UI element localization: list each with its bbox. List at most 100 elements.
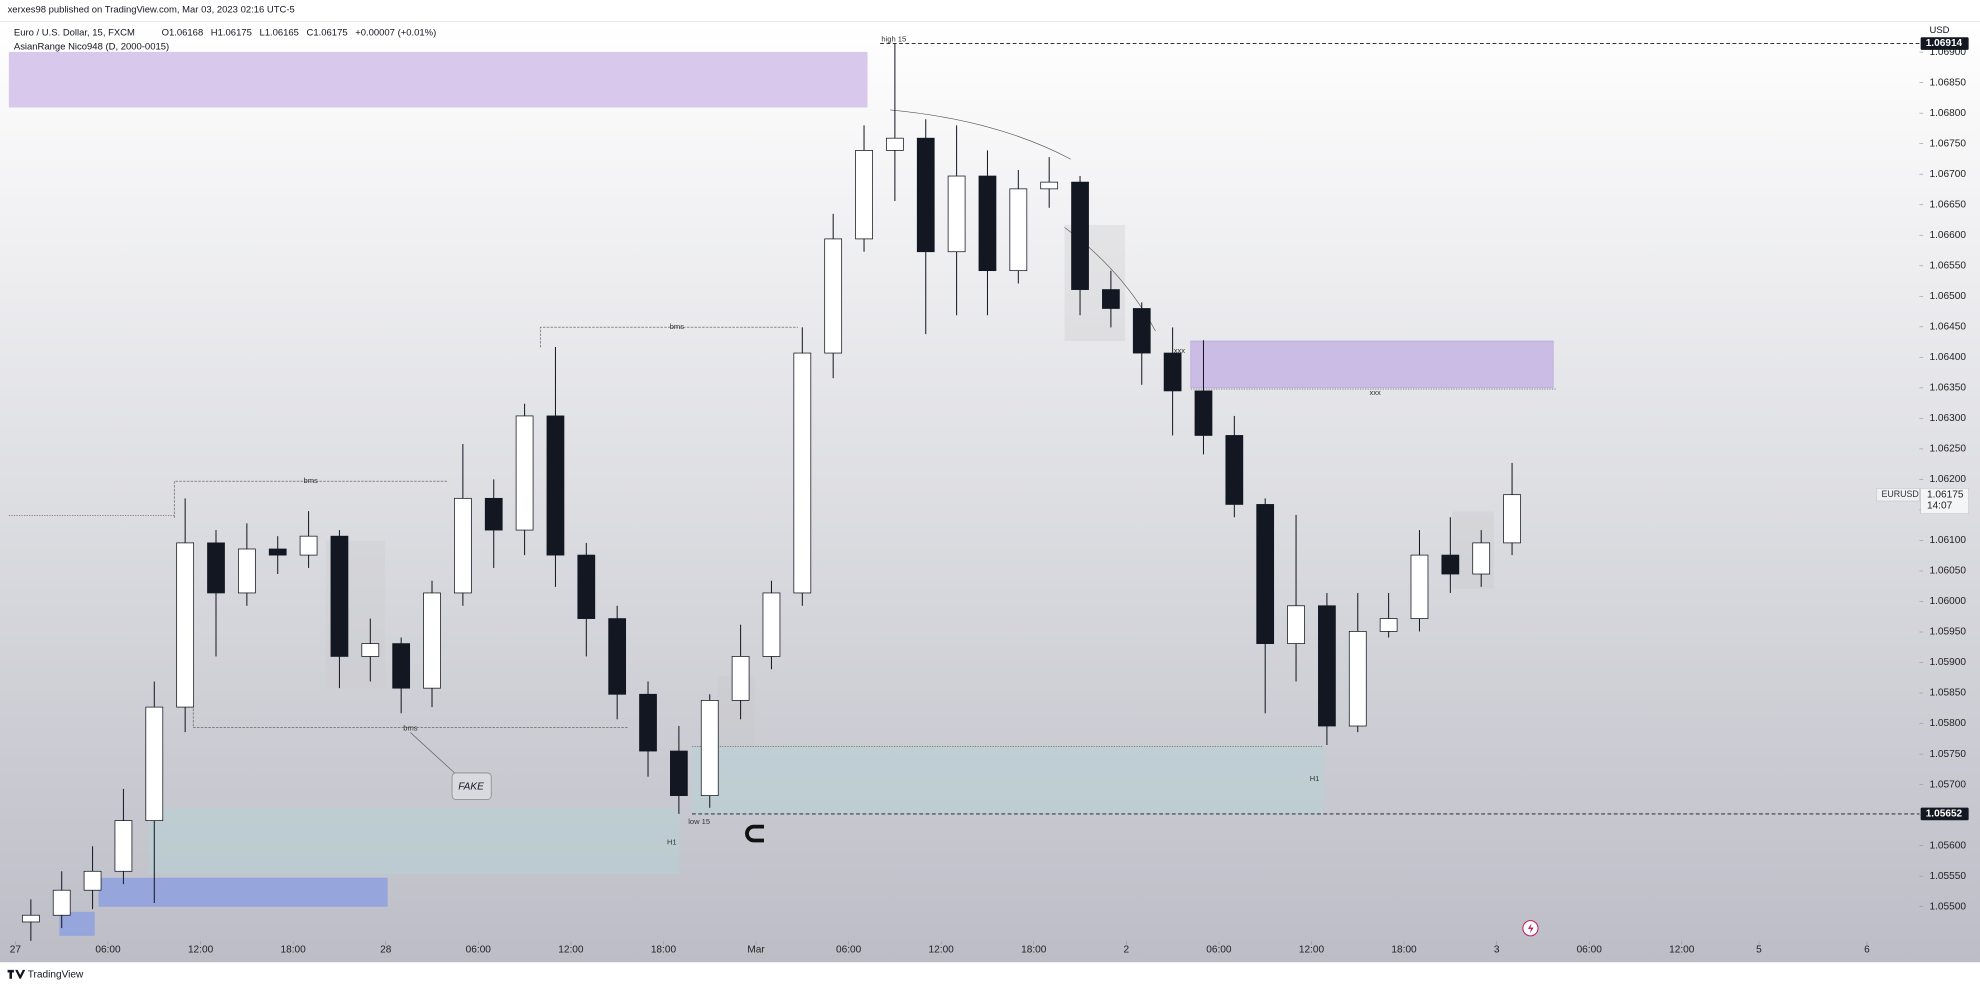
candle-body: [639, 693, 657, 752]
candle-body: [1503, 494, 1521, 544]
y-tick-label: 1.05850: [1929, 688, 1966, 699]
callout-line: [410, 732, 455, 774]
y-tick-label: 1.06450: [1929, 321, 1966, 332]
candle-body: [1102, 289, 1120, 309]
x-tick-label: 3: [1494, 944, 1500, 955]
ohlc-value: +0.00007 (+0.01%): [355, 27, 436, 38]
price-label: 1.05652: [1926, 809, 1963, 820]
candle-body: [176, 542, 195, 708]
y-tick-label: 1.05500: [1929, 901, 1966, 912]
price-label-box: [1920, 807, 1969, 821]
ohlc-value: L1.06165: [259, 27, 299, 38]
bms-line: [540, 326, 799, 348]
footer-background: [0, 962, 1980, 989]
trend-arc: [890, 109, 1071, 160]
candle-body: [608, 618, 627, 695]
x-tick-label: 18:00: [1021, 944, 1047, 955]
chart-title: Euro / U.S. Dollar, 15, FXCM: [14, 27, 135, 38]
price-label: 1.06914: [1926, 38, 1963, 49]
y-tick-label: 1.05750: [1929, 749, 1966, 760]
y-tick-label: 1.06350: [1929, 383, 1966, 394]
candle-body: [855, 150, 873, 240]
footer: TradingView: [28, 970, 84, 981]
candle-body: [670, 750, 688, 796]
x-tick-label: 06:00: [95, 944, 121, 955]
x-tick-label: 06:00: [1577, 944, 1603, 955]
annotation: bms: [303, 476, 318, 485]
y-tick-label: 1.06500: [1929, 291, 1966, 302]
candle-body: [21, 914, 40, 923]
x-tick-label: 12:00: [1669, 944, 1695, 955]
fake-box: [451, 772, 492, 800]
ohlc-value: C1.06175: [307, 27, 348, 38]
demand-zone: [691, 746, 1324, 815]
annotation: bms: [403, 724, 418, 733]
candle-body: [700, 700, 719, 796]
annotation: bms: [670, 322, 685, 331]
annotation: FAKE: [458, 781, 484, 792]
annotation: H1: [1310, 774, 1320, 783]
candle-body: [361, 643, 380, 657]
footer-logo: [7, 969, 26, 979]
candle-body: [515, 415, 534, 531]
y-tick-label: 1.05950: [1929, 627, 1966, 638]
candle-body: [238, 548, 256, 594]
y-tick-label: 1.06250: [1929, 444, 1966, 455]
candle-body: [1318, 605, 1336, 727]
candle-body: [392, 643, 411, 689]
x-tick-label: 18:00: [1391, 944, 1417, 955]
y-tick-label: 1.05900: [1929, 657, 1966, 668]
x-tick-label: 06:00: [466, 944, 492, 955]
candle-body: [947, 175, 966, 253]
last-price: 1.06175: [1927, 489, 1964, 500]
annotation: low 15: [688, 817, 710, 826]
x-tick-label: 06:00: [1206, 944, 1232, 955]
x-tick-label: Mar: [747, 944, 765, 955]
x-tick-label: 28: [380, 944, 392, 955]
candle-body: [484, 497, 503, 531]
candle-body: [1410, 554, 1429, 619]
y-tick-label: 1.05550: [1929, 871, 1966, 882]
y-tick-label: 1.06400: [1929, 352, 1966, 363]
y-tick-label: 1.06300: [1929, 413, 1966, 424]
ohlc-value: H1.06175: [211, 27, 252, 38]
y-tick-label: 1.05600: [1929, 840, 1966, 851]
supply-zone: [1190, 340, 1554, 389]
x-tick-label: 18:00: [281, 944, 307, 955]
candle-body: [762, 592, 781, 657]
x-tick-label: 5: [1756, 944, 1762, 955]
asian-range: [59, 911, 95, 936]
candle-body: [1071, 181, 1089, 290]
x-tick-label: 12:00: [1299, 944, 1325, 955]
candle-body: [1225, 435, 1244, 505]
ohlc-value: O1.06168: [162, 27, 204, 38]
x-tick-label: 12:00: [188, 944, 214, 955]
candle-body: [268, 548, 287, 556]
x-tick-label: 06:00: [836, 944, 862, 955]
asian-range: [98, 877, 388, 907]
y-tick-label: 1.06000: [1929, 596, 1966, 607]
x-tick-label: 12:00: [558, 944, 584, 955]
candle-body: [299, 535, 318, 556]
symbol-box: [1876, 488, 1920, 502]
y-tick-label: 1.06550: [1929, 260, 1966, 271]
candle-body: [1132, 308, 1151, 354]
annotation: high 15: [881, 34, 906, 43]
x-tick-label: 12:00: [929, 944, 955, 955]
candle-body: [145, 706, 164, 822]
annotation: xxx: [1369, 388, 1381, 397]
y-tick-label: 1.06700: [1929, 169, 1966, 180]
candle-body: [916, 137, 935, 253]
annotation: H1: [667, 837, 677, 846]
candle-body: [824, 238, 843, 354]
y-tick-label: 1.06200: [1929, 474, 1966, 485]
candle-body: [577, 554, 596, 619]
candle-body: [423, 592, 441, 689]
candle-body: [546, 415, 565, 556]
x-tick-label: 27: [10, 944, 22, 955]
candle-body: [1287, 605, 1305, 644]
publisher: xerxes98 published on TradingView.com, M…: [8, 5, 295, 16]
candle-body: [1348, 631, 1367, 727]
candle-body: [1040, 181, 1059, 190]
